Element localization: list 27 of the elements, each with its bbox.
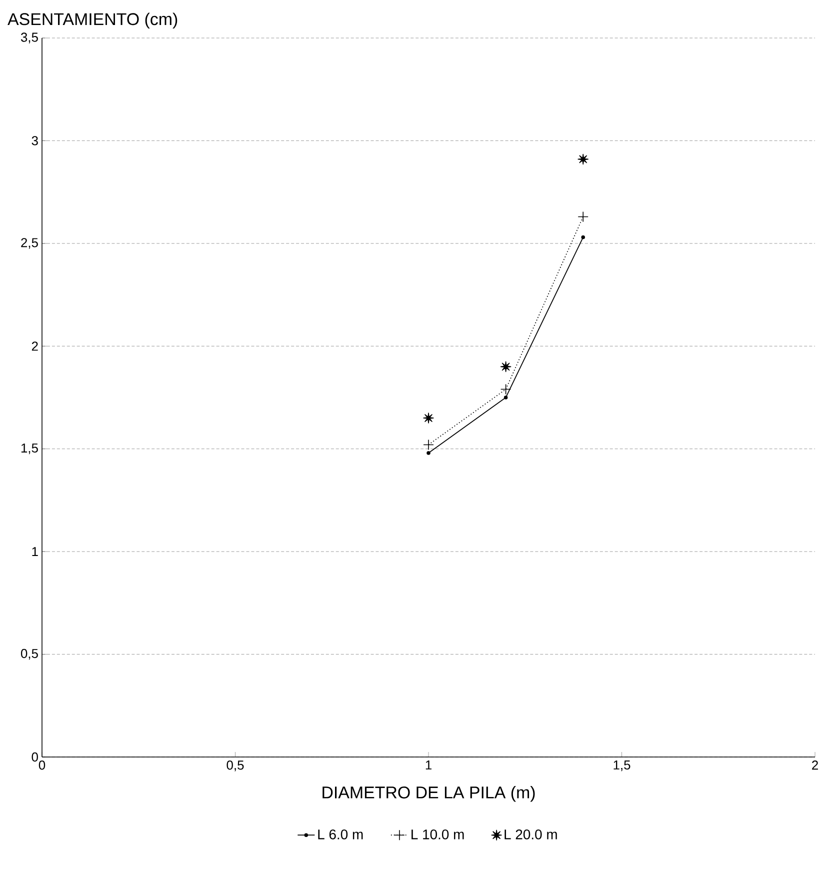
point [423, 439, 434, 450]
point [500, 384, 512, 395]
y-tick-label: 2,5 [21, 238, 38, 249]
x-tick-label: 0,5 [226, 760, 244, 772]
y-tick-label: 1,5 [21, 444, 38, 454]
y-tick-label: 3 [32, 136, 38, 146]
y-tick-label: 2 [32, 342, 38, 351]
y-tick-label: 3,5 [20, 32, 38, 44]
x-axis-title: DIAMETRO DE LA PILA (m) [322, 786, 535, 802]
legend-label: L 6.0 m [318, 829, 363, 840]
x-tick-label: 1,5 [614, 760, 630, 772]
x-tick-label: 2 [812, 760, 818, 770]
x-tick-label: 0 [38, 760, 46, 770]
x-tick-label: 1 [426, 760, 432, 770]
point [504, 396, 508, 400]
point [578, 211, 588, 222]
point [500, 361, 512, 372]
y-tick-label: 0,5 [20, 648, 38, 660]
y-tick-label: 0 [32, 752, 38, 762]
y-tick-label: 1 [32, 547, 38, 556]
point [578, 154, 588, 165]
legend-label: L 10.0 m [412, 829, 464, 840]
y-axis-title: ASENTAMIENTO (cm) [8, 12, 178, 28]
legend-label: L 20.0 m [504, 829, 557, 840]
point [581, 235, 585, 240]
point [423, 412, 434, 424]
point [426, 451, 430, 455]
